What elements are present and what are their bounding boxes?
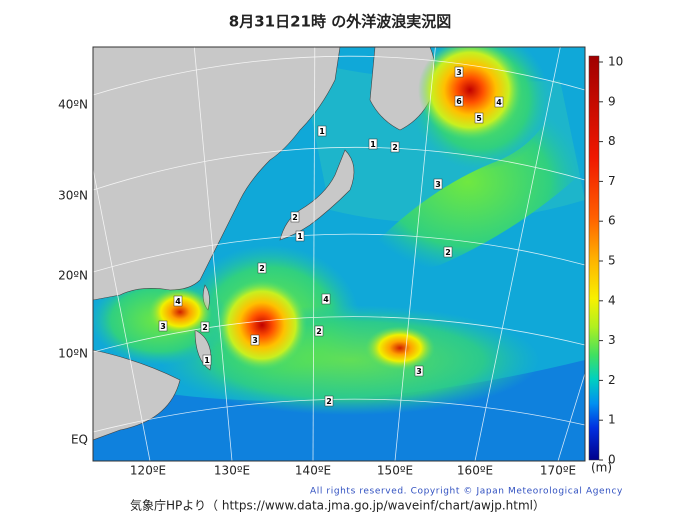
contour-label-box xyxy=(173,295,183,307)
contour-label: 4 xyxy=(175,297,181,306)
contour-label: 3 xyxy=(456,68,462,77)
contour-label: 2 xyxy=(316,327,322,336)
contour-label: 2 xyxy=(392,143,398,152)
contour-label: 3 xyxy=(252,336,258,345)
contour-label-box xyxy=(295,230,305,242)
contour-label: 5 xyxy=(476,114,482,123)
contour-label-box xyxy=(390,141,400,153)
colorbar-tick-label: 4 xyxy=(608,293,616,307)
contour-label-box xyxy=(202,354,212,366)
contour-label-box xyxy=(454,66,464,78)
contour-label-box xyxy=(454,95,464,107)
colorbar-tick-label: 10 xyxy=(608,55,623,69)
colorbar xyxy=(588,55,600,461)
chart-title: 8月31日21時 の外洋波浪実況図 xyxy=(229,13,451,31)
contour-label: 4 xyxy=(323,295,329,304)
contour-label: 3 xyxy=(416,367,422,376)
longitude-label: 140ºE xyxy=(295,464,331,478)
longitude-label: 120ºE xyxy=(130,464,166,478)
land-borneo xyxy=(93,349,181,441)
colorbar-tick-label: 7 xyxy=(608,174,616,188)
latitude-label: EQ xyxy=(71,433,88,447)
storm xyxy=(418,47,522,140)
contour-label-box xyxy=(314,325,324,337)
contour-label-box xyxy=(494,96,504,108)
source: 気象庁HPより（ https://www.data.jma.go.jp/wave… xyxy=(130,498,545,513)
contour-label-box xyxy=(290,211,300,223)
contour-label-box xyxy=(368,138,378,150)
contour-label-box xyxy=(158,320,168,332)
contour-label: 1 xyxy=(297,232,303,241)
colorbar-tick-label: 8 xyxy=(608,134,616,148)
contour-label: 2 xyxy=(292,213,298,222)
colorbar-tick-label: 9 xyxy=(608,94,616,108)
storm xyxy=(365,326,435,370)
latitude-label: 20ºN xyxy=(58,269,88,283)
contour-label-box xyxy=(324,395,334,407)
contour-label-box xyxy=(433,178,443,190)
colorbar-tick-label: 2 xyxy=(608,373,616,387)
longitude-label: 130ºE xyxy=(214,464,250,478)
longitude-label: 170ºE xyxy=(540,464,576,478)
contour-label: 3 xyxy=(435,180,441,189)
graticule xyxy=(93,47,585,461)
contour-label-box xyxy=(257,262,267,274)
colorbar-tick-label: 0 xyxy=(608,453,616,467)
contour-label: 2 xyxy=(326,397,332,406)
contour-label: 6 xyxy=(456,97,462,106)
contour-label-box xyxy=(250,334,260,346)
contour-label: 3 xyxy=(160,322,166,331)
green-band xyxy=(350,90,585,274)
longitude-label: 150ºE xyxy=(377,464,413,478)
colorbar-unit: (m) xyxy=(591,461,612,475)
colorbar-tick-label: 3 xyxy=(608,333,616,347)
latitude-label: 10ºN xyxy=(58,347,88,361)
contour-label: 2 xyxy=(202,323,208,332)
latitude-label: 40ºN xyxy=(58,98,88,112)
contour-label: 1 xyxy=(204,356,210,365)
contour-label: 2 xyxy=(259,264,265,273)
storm xyxy=(217,280,307,370)
contour-label-box xyxy=(321,293,331,305)
latitude-label: 30ºN xyxy=(58,189,88,203)
contour-label-box xyxy=(317,125,327,137)
map-frame xyxy=(92,46,586,462)
contour-label-box xyxy=(474,112,484,124)
contour-label-box xyxy=(200,321,210,333)
map xyxy=(93,47,585,461)
colorbar-tick-label: 1 xyxy=(608,413,616,427)
longitude-label: 160ºE xyxy=(457,464,493,478)
contour-label: 1 xyxy=(370,140,376,149)
contour-label-box xyxy=(414,365,424,377)
copyright: All rights reserved. Copyright © Japan M… xyxy=(310,487,623,497)
contour-label-box xyxy=(443,246,453,258)
contour-label: 1 xyxy=(319,127,325,136)
colorbar-tick-label: 6 xyxy=(608,214,616,228)
colorbar-tick-label: 5 xyxy=(608,254,616,268)
contour-label: 4 xyxy=(496,98,502,107)
contour-label: 2 xyxy=(445,248,451,257)
